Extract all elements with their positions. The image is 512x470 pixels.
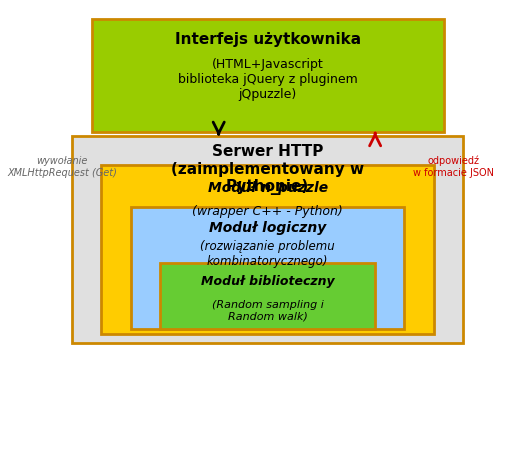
FancyBboxPatch shape <box>160 263 375 329</box>
Text: Interfejs użytkownika: Interfejs użytkownika <box>175 32 360 47</box>
Text: Moduł n_puzzle: Moduł n_puzzle <box>207 181 328 195</box>
FancyBboxPatch shape <box>101 164 434 334</box>
FancyBboxPatch shape <box>72 136 463 343</box>
Text: (Random sampling i
Random walk): (Random sampling i Random walk) <box>211 300 324 322</box>
Text: (wrapper C++ - Python): (wrapper C++ - Python) <box>192 205 343 218</box>
Text: Moduł biblioteczny: Moduł biblioteczny <box>201 274 334 288</box>
FancyBboxPatch shape <box>131 207 404 329</box>
Text: (HTML+Javascript
biblioteka jQuery z pluginem
jQpuzzle): (HTML+Javascript biblioteka jQuery z plu… <box>178 58 357 102</box>
Text: (rozwiązanie problemu
kombinatorycznego): (rozwiązanie problemu kombinatorycznego) <box>200 240 335 268</box>
Text: Serwer HTTP
(zaimplementowany w
Pythonie): Serwer HTTP (zaimplementowany w Pythonie… <box>171 144 364 194</box>
Text: Moduł logiczny: Moduł logiczny <box>209 221 326 235</box>
Text: wywołanie
XMLHttpRequest (Get): wywołanie XMLHttpRequest (Get) <box>7 156 117 178</box>
Text: odpowiedź
w formacie JSON: odpowiedź w formacie JSON <box>413 156 494 178</box>
FancyBboxPatch shape <box>92 19 443 132</box>
